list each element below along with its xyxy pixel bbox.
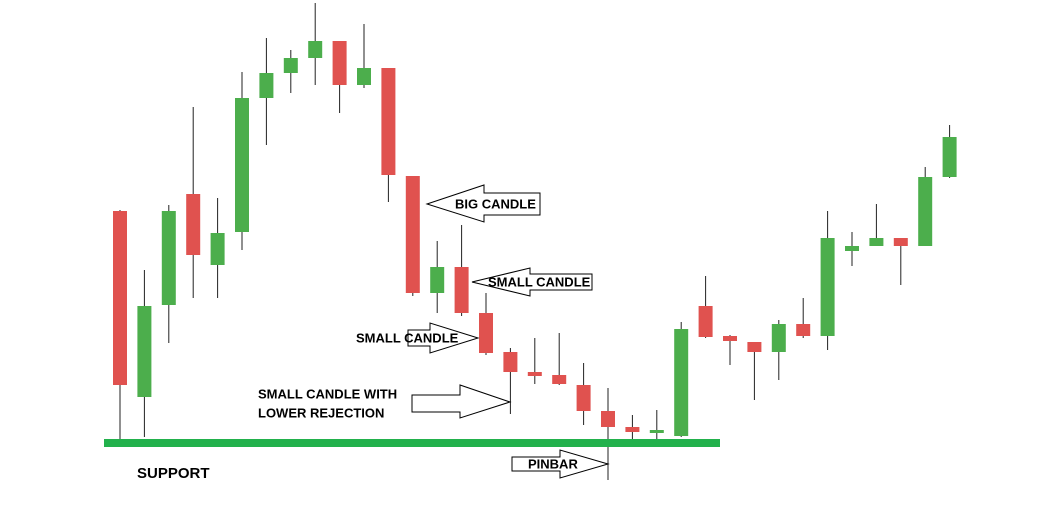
support-label: SUPPORT [137, 465, 210, 482]
arrow [407, 322, 480, 354]
candle-body [796, 324, 811, 336]
annotation: SMALL CANDLE [488, 274, 591, 289]
arrow [425, 184, 541, 223]
candle-body [332, 41, 347, 85]
arrow [471, 267, 593, 297]
candle-body [723, 336, 737, 341]
candle-body [235, 98, 249, 232]
candle-body [747, 342, 762, 352]
candle-body [893, 238, 908, 246]
candle-body [113, 211, 127, 385]
candle-body [527, 372, 542, 376]
candle-body [625, 427, 640, 432]
candle-body [771, 324, 786, 352]
candle-body [503, 352, 518, 372]
candle-body [186, 194, 201, 255]
candle-body [405, 176, 420, 293]
candle-body [674, 329, 689, 436]
candle-body [381, 68, 396, 175]
candle-body [820, 238, 835, 336]
arrow [411, 384, 512, 419]
candle-body [259, 73, 274, 98]
candle-body [283, 58, 298, 73]
candle-body [552, 375, 567, 384]
candle-body [649, 430, 664, 433]
arrow [511, 449, 610, 479]
candle-body [869, 238, 884, 246]
candle-body [454, 267, 469, 313]
candle-body [576, 385, 591, 411]
candle-body [601, 411, 615, 427]
candle-body [698, 306, 713, 337]
candle-body [357, 68, 371, 85]
annotation: SMALL CANDLE [356, 330, 459, 345]
candle-body [918, 177, 933, 246]
annotation: LOWER REJECTION [258, 405, 384, 420]
candle-body [137, 306, 152, 397]
candle-body [210, 233, 225, 265]
candle-body [942, 137, 957, 177]
candle-body [308, 41, 323, 58]
candle-body [479, 313, 493, 353]
annotation: SMALL CANDLE WITH [258, 386, 397, 401]
candles [104, 3, 957, 480]
candle-body [845, 246, 859, 251]
annotation: PINBAR [528, 456, 578, 471]
candle-body [430, 267, 445, 293]
annotation: BIG CANDLE [455, 196, 536, 211]
candle-body [161, 211, 176, 305]
